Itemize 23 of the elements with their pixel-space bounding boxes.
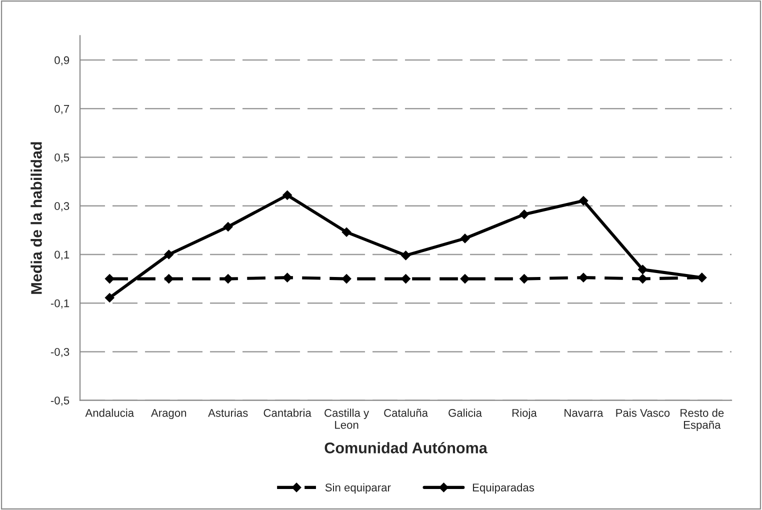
x-tick-label: Cataluña [384,408,428,417]
y-tick-label: -0,3 [50,348,70,358]
legend-label: Sin equiparar [325,483,391,494]
y-tick-label: -0,1 [50,299,70,309]
y-tick-label: 0,1 [54,250,70,260]
y-tick-label: 0,5 [54,154,70,163]
x-tick-label: Asturias [208,408,248,417]
x-tick-label: Resto de España [680,408,724,432]
x-tick-label: Andalucia [85,408,134,417]
y-tick-label: 0,9 [54,56,70,66]
legend-label: Equiparadas [472,483,534,494]
x-tick-label: Cantabria [264,408,312,417]
x-tick-label: Pais Vasco [616,408,670,417]
y-tick-label: 0,7 [54,104,70,114]
x-axis-title: Comunidad Autónoma [324,442,488,454]
y-axis-title: Media de la habilidad [30,142,42,294]
x-tick-label: Aragon [150,409,186,420]
y-tick-label: 0,3 [54,202,70,212]
x-tick-label: Rioja [512,408,537,420]
y-tick-label: -0,5 [50,396,70,406]
x-tick-label: Navarra [564,409,604,417]
x-tick-label: Castilla y Leon [324,408,370,429]
x-tick-label: Galicia [448,408,482,417]
